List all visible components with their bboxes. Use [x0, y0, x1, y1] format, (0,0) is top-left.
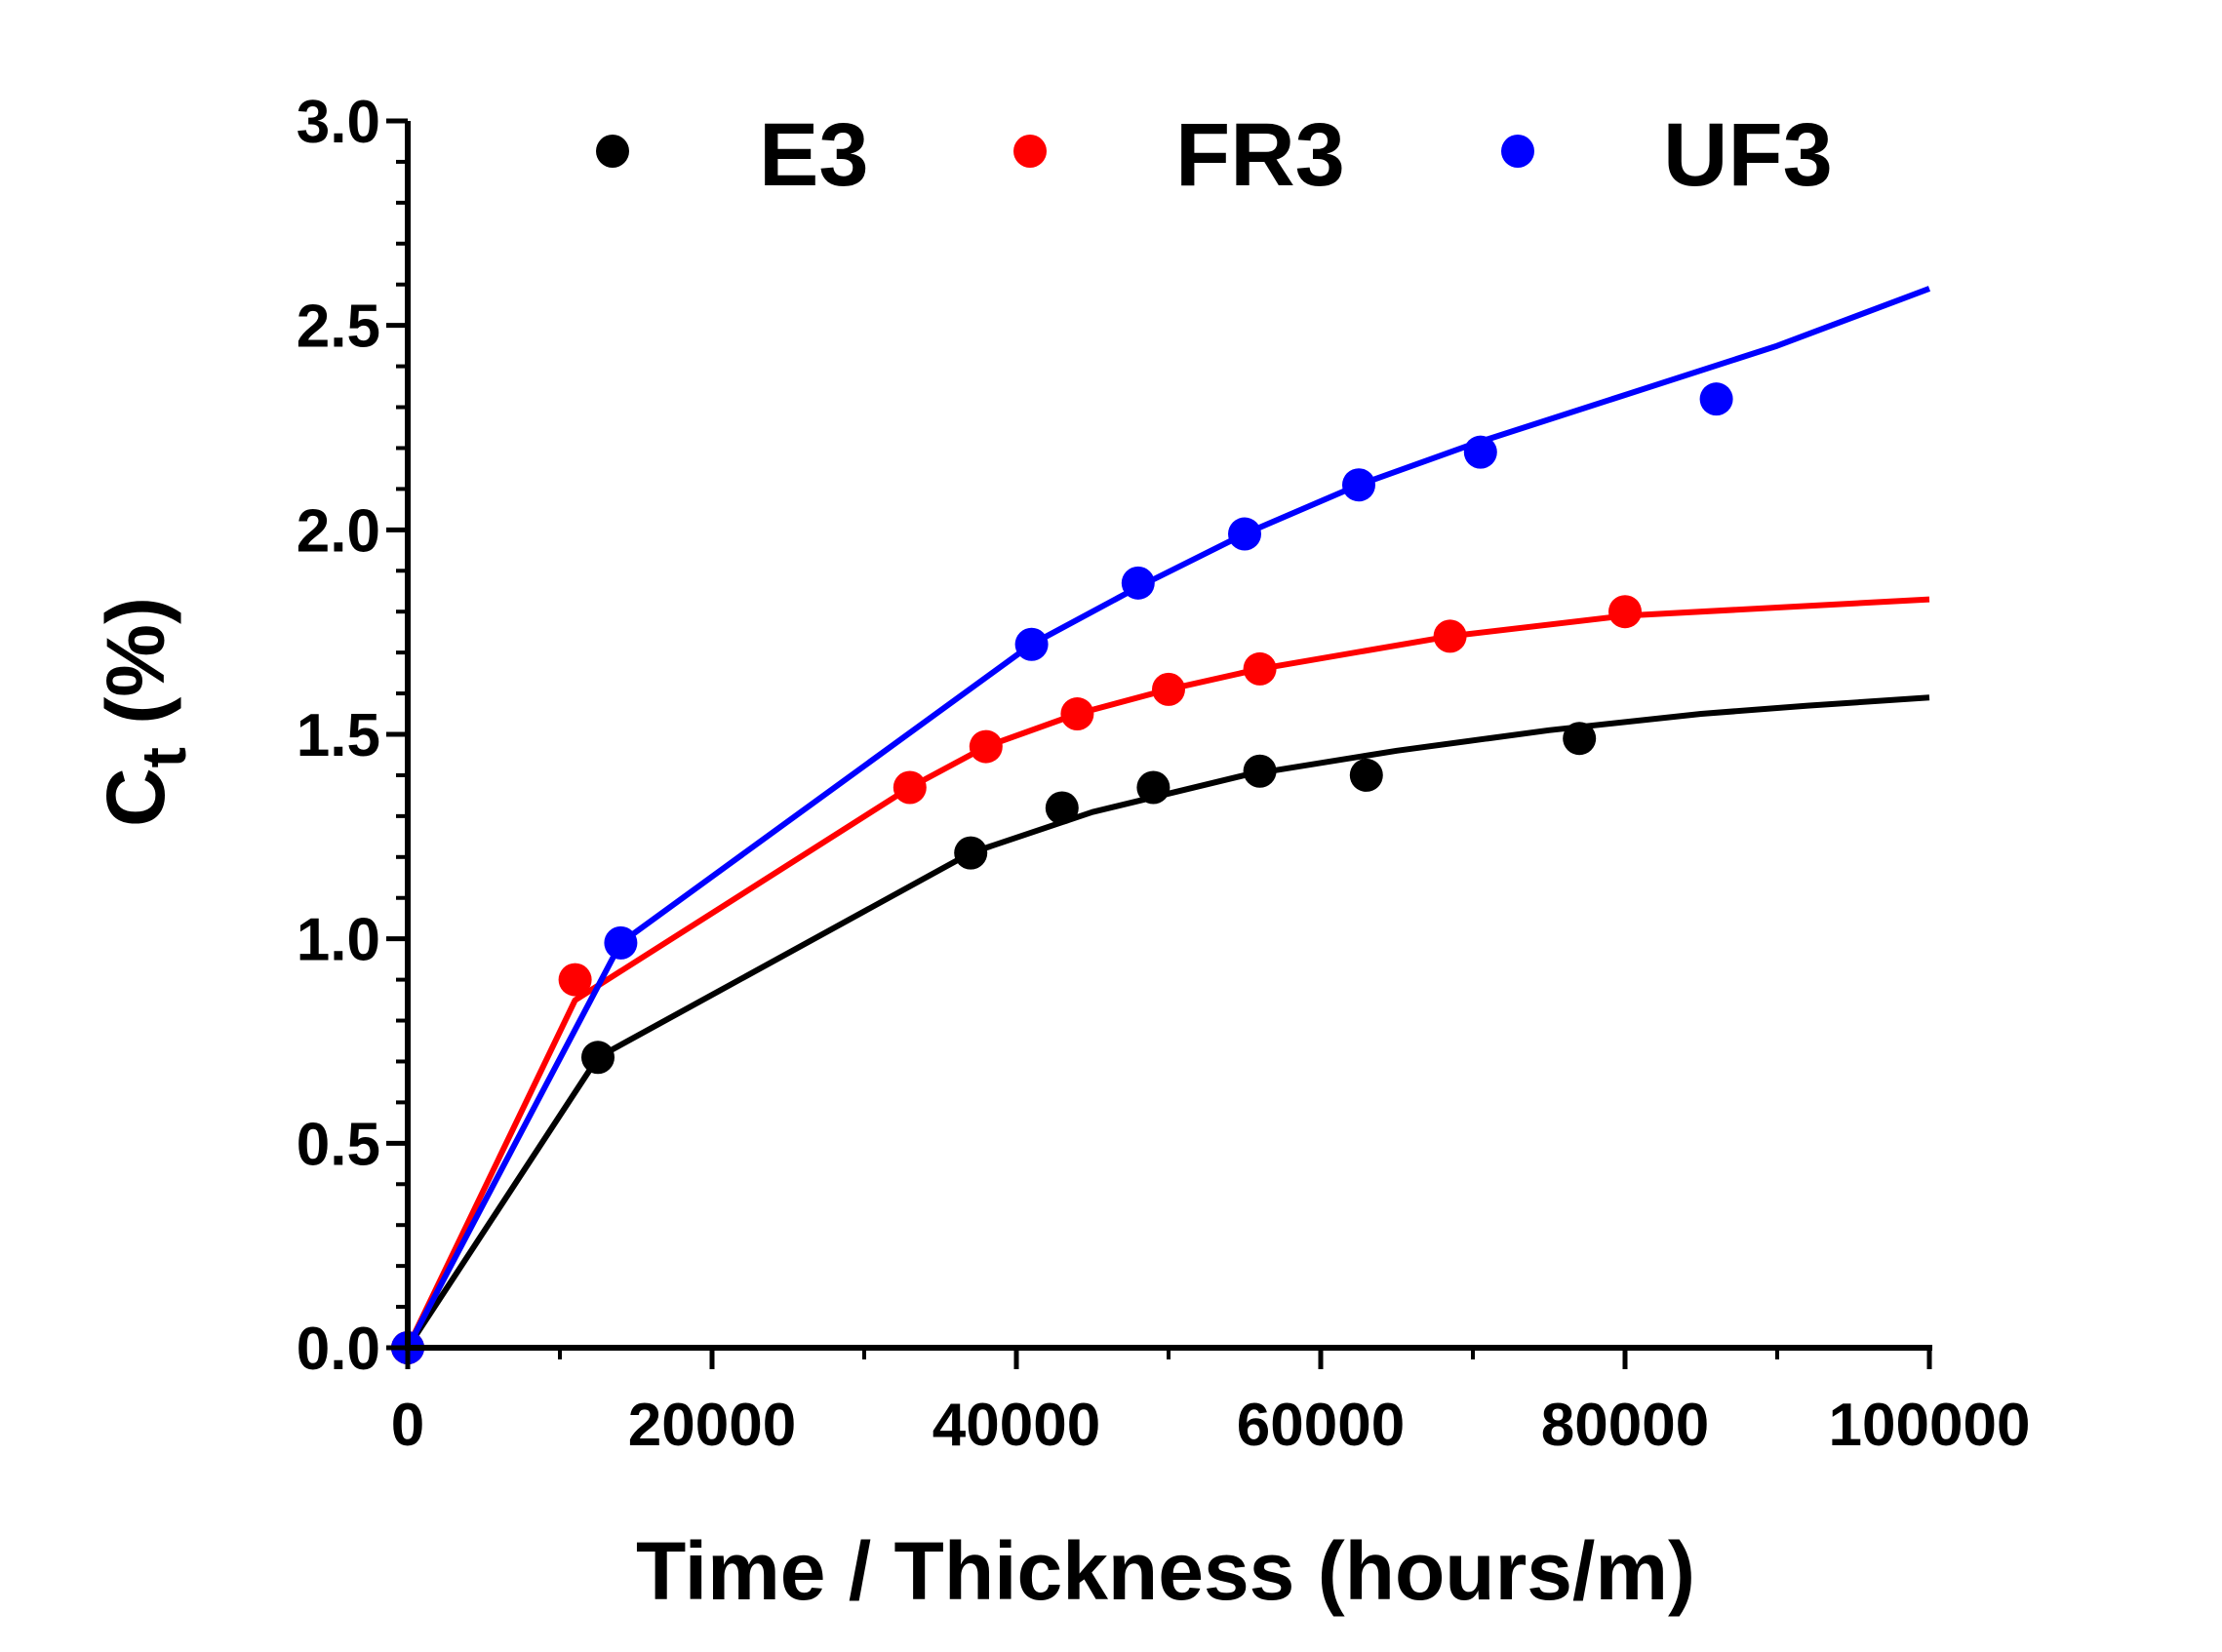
data-point-fr3: [893, 770, 927, 805]
fit-line-uf3: [405, 286, 1931, 1350]
data-point-uf3: [1463, 435, 1497, 469]
data-point-e3: [1563, 722, 1597, 756]
legend: E3 FR3 UF3: [596, 105, 1833, 205]
data-point-uf3: [1228, 517, 1261, 551]
data-point-fr3: [1433, 619, 1467, 653]
x-tick-label: 80000: [1541, 1392, 1709, 1459]
legend-marker-e3: [596, 135, 629, 168]
x-axis-title: Time / Thickness (hours/m): [636, 1525, 1695, 1617]
x-tick-label: 0: [391, 1392, 424, 1459]
data-point-fr3: [558, 963, 592, 997]
data-point-fr3: [1060, 697, 1094, 731]
legend-label-e3: E3: [759, 105, 869, 205]
legend-marker-fr3: [1013, 135, 1047, 168]
fit-line-e3: [405, 694, 1930, 1350]
y-tick-label: 0.0: [297, 1316, 380, 1383]
data-point-uf3: [1121, 566, 1155, 600]
y-tick-label: 1.0: [297, 907, 380, 974]
y-tick-label: 2.5: [297, 294, 380, 361]
data-point-uf3: [1014, 627, 1049, 661]
data-point-fr3: [1243, 651, 1277, 686]
data-point-e3: [1349, 758, 1383, 792]
data-point-e3: [1045, 791, 1079, 825]
data-point-e3: [954, 836, 988, 870]
data-point-e3: [1243, 754, 1277, 788]
ticks: 0 20000 40000 60000 80000 100000 0.0 0.5 1.0 1.5 2…: [297, 89, 2031, 1459]
legend-label-fr3: FR3: [1175, 105, 1345, 205]
data-point-uf3: [1342, 468, 1375, 502]
data-point-e3: [1136, 770, 1171, 805]
y-tick-label: 3.0: [297, 89, 380, 156]
data-point-uf3: [1699, 382, 1733, 416]
y-tick-label: 0.5: [297, 1111, 380, 1178]
data-point-fr3: [1152, 672, 1185, 706]
y-tick-label: 1.5: [297, 702, 380, 769]
y-axis-title-subscript: t: [129, 747, 199, 767]
data-point-uf3: [604, 925, 638, 960]
x-tick-label: 20000: [628, 1392, 796, 1459]
x-tick-label: 60000: [1237, 1392, 1405, 1459]
y-axis-title: Ct (%): [90, 597, 199, 827]
data-point-e3: [581, 1041, 615, 1075]
x-tick-label: 40000: [932, 1392, 1100, 1459]
y-tick-label: 2.0: [297, 497, 380, 565]
y-axis-title-suffix: (%): [90, 597, 181, 747]
legend-label-uf3: UF3: [1663, 105, 1833, 205]
x-tick-label: 100000: [1829, 1392, 2031, 1459]
y-axis-title-main: C: [90, 767, 181, 827]
data-point-fr3: [1608, 595, 1642, 629]
legend-marker-uf3: [1501, 135, 1534, 168]
plot-area: [391, 286, 1931, 1364]
data-point-fr3: [969, 729, 1003, 764]
